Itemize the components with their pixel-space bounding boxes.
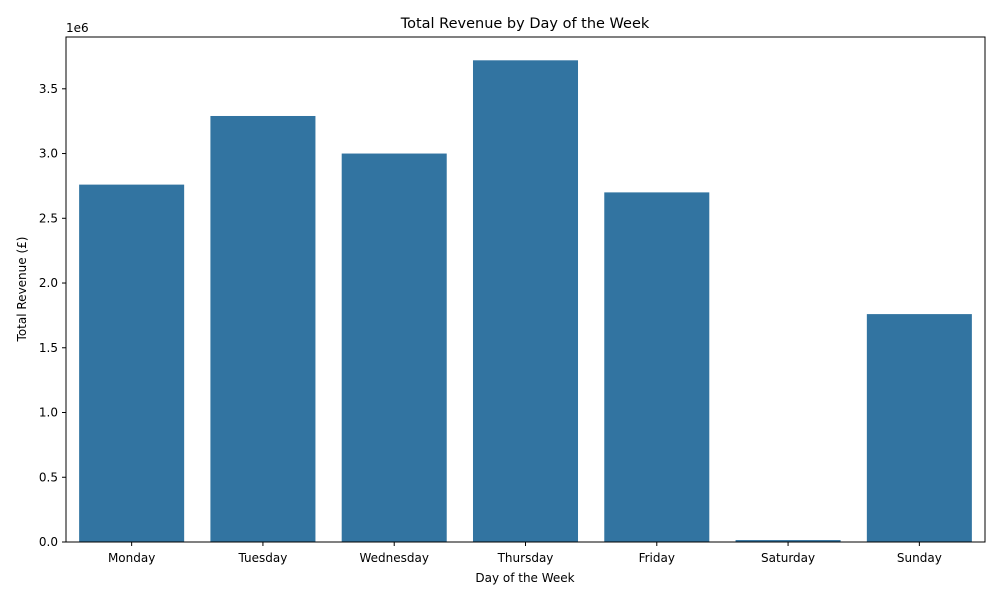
y-tick-label: 2.5	[39, 211, 58, 225]
x-tick-label: Wednesday	[359, 551, 428, 565]
x-axis-title: Day of the Week	[475, 571, 574, 585]
y-tick-label: 1.5	[39, 341, 58, 355]
bar-sunday	[866, 314, 972, 542]
y-tick-label: 3.5	[39, 82, 58, 96]
y-tick-label: 3.0	[39, 147, 58, 161]
bar-thursday	[472, 60, 579, 543]
x-tick-label: Sunday	[897, 551, 942, 565]
bar-monday	[79, 184, 185, 542]
bar-friday	[604, 192, 710, 542]
bars-layer	[79, 60, 972, 543]
x-tick-label: Saturday	[761, 551, 815, 565]
bar-tuesday	[210, 115, 316, 542]
y-tick-label: 0.5	[39, 470, 58, 484]
y-tick-label: 2.0	[39, 276, 58, 290]
bar-saturday	[735, 540, 841, 542]
y-axis-offset-label: 1e6	[66, 21, 89, 35]
axes-layer: 0.0 0.5 1.0 1.5 2.0 2.5 3.0 3.5 Monday Tuesday Wed…	[39, 36, 986, 565]
x-tick-label: Friday	[639, 551, 675, 565]
x-tick-label: Monday	[108, 551, 155, 565]
x-tick-label: Thursday	[497, 551, 554, 565]
bar-wednesday	[341, 153, 447, 543]
y-tick-label: 0.0	[39, 535, 58, 549]
y-tick-label: 1.0	[39, 406, 58, 420]
y-axis-title: Total Revenue (£)	[15, 237, 29, 343]
chart-title: Total Revenue by Day of the Week	[400, 16, 650, 32]
x-tick-label: Tuesday	[238, 551, 288, 565]
